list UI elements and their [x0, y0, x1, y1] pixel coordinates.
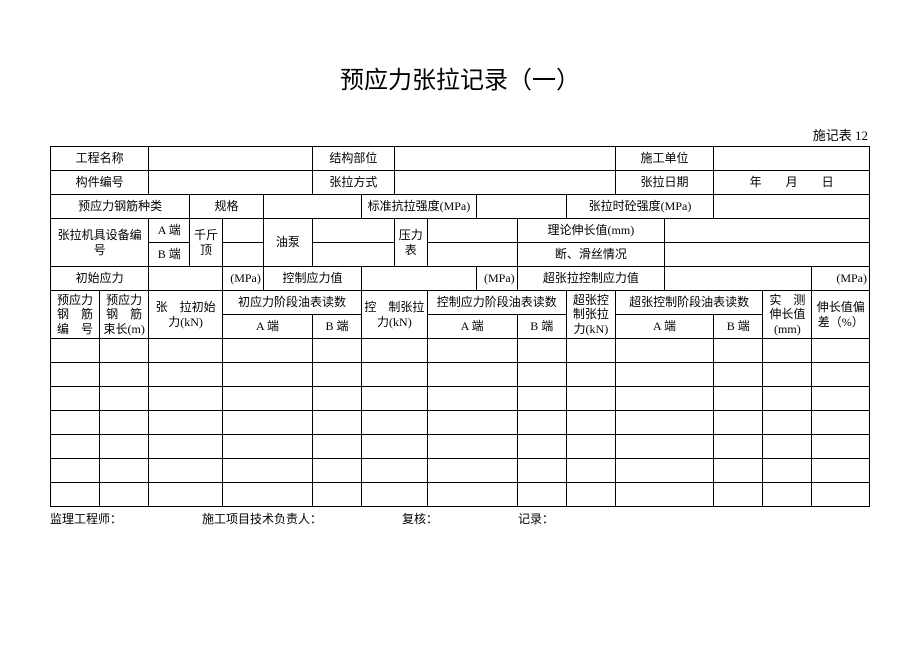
data-row	[51, 411, 870, 435]
label-tension-date: 张拉日期	[615, 171, 713, 195]
sig-supervisor: 监理工程师：	[50, 510, 122, 527]
value-tension-date: 年 月 日	[714, 171, 870, 195]
label-steel-type: 预应力钢筋种类	[51, 195, 190, 219]
value-gauge-a	[427, 219, 517, 243]
label-structure: 结构部位	[313, 147, 395, 171]
label-jack: 千斤顶	[190, 219, 223, 267]
value-construct-unit	[714, 147, 870, 171]
data-row	[51, 339, 870, 363]
footer-signatures: 监理工程师： 施工项目技术负责人： 复核： 记录：	[50, 510, 870, 527]
data-row	[51, 363, 870, 387]
hdr-initial-gauge: 初应力阶段油表读数	[222, 291, 361, 315]
hdr-a2: A 端	[427, 315, 517, 339]
label-component-no: 构件编号	[51, 171, 149, 195]
value-concrete-strength	[714, 195, 870, 219]
data-row	[51, 435, 870, 459]
unit-mpa-2: (MPa)	[476, 267, 517, 291]
value-jack-b	[222, 243, 263, 267]
hdr-over-force: 超张控制张拉力(kN)	[566, 291, 615, 339]
data-header-1: 预应力钢 筋编 号 预应力钢 筋束长(m) 张 拉初始力(kN) 初应力阶段油表…	[51, 291, 870, 315]
value-pump-b	[313, 243, 395, 267]
value-break-slip	[665, 243, 870, 267]
value-initial-stress	[149, 267, 223, 291]
value-pump-a	[313, 219, 395, 243]
label-elongation: 理论伸长值(mm)	[517, 219, 664, 243]
hdr-measured-elong: 实 测伸长值(mm)	[763, 291, 812, 339]
label-equipment-no: 张拉机具设备编号	[51, 219, 149, 267]
unit-mpa-3: (MPa)	[812, 267, 870, 291]
label-tensile-strength: 标准抗拉强度(MPa)	[362, 195, 477, 219]
label-control-stress: 控制应力值	[263, 267, 361, 291]
value-jack-a	[222, 219, 263, 243]
hdr-b2: B 端	[517, 315, 566, 339]
value-gauge-b	[427, 243, 517, 267]
hdr-control-force: 控 制张拉力(kN)	[362, 291, 428, 339]
form-number: 施记表 12	[50, 125, 870, 144]
hdr-b1: B 端	[313, 315, 362, 339]
label-concrete-strength: 张拉时砼强度(MPa)	[566, 195, 713, 219]
hdr-b3: B 端	[714, 315, 763, 339]
sig-recorder: 记录：	[518, 510, 554, 527]
label-gauge: 压力表	[394, 219, 427, 267]
sig-tech-lead: 施工项目技术负责人：	[202, 510, 322, 527]
label-project-name: 工程名称	[51, 147, 149, 171]
hdr-over-gauge: 超张控制阶段油表读数	[615, 291, 762, 315]
hdr-initial-force: 张 拉初始力(kN)	[149, 291, 223, 339]
value-component-no	[149, 171, 313, 195]
value-elongation	[665, 219, 870, 243]
label-spec: 规格	[190, 195, 264, 219]
row-equipment-b: B 端 断、滑丝情况	[51, 243, 870, 267]
label-b-end: B 端	[149, 243, 190, 267]
hdr-steel-no: 预应力钢 筋编 号	[51, 291, 100, 339]
unit-mpa-1: (MPa)	[222, 267, 263, 291]
value-structure	[394, 147, 615, 171]
value-control-stress	[362, 267, 477, 291]
label-over-tension: 超张拉控制应力值	[517, 267, 664, 291]
hdr-a3: A 端	[615, 315, 713, 339]
form-table: 工程名称 结构部位 施工单位 构件编号 张拉方式 张拉日期 年 月 日 预应力钢…	[50, 146, 870, 507]
row-steel-type: 预应力钢筋种类 规格 标准抗拉强度(MPa) 张拉时砼强度(MPa)	[51, 195, 870, 219]
value-over-tension	[665, 267, 812, 291]
row-project: 工程名称 结构部位 施工单位	[51, 147, 870, 171]
row-stress: 初始应力 (MPa) 控制应力值 (MPa) 超张拉控制应力值 (MPa)	[51, 267, 870, 291]
value-spec	[263, 195, 361, 219]
data-row	[51, 459, 870, 483]
label-tension-method: 张拉方式	[313, 171, 395, 195]
row-equipment-a: 张拉机具设备编号 A 端 千斤顶 油泵 压力表 理论伸长值(mm)	[51, 219, 870, 243]
value-tension-method	[394, 171, 615, 195]
hdr-a1: A 端	[222, 315, 312, 339]
hdr-control-gauge: 控制应力阶段油表读数	[427, 291, 566, 315]
hdr-bundle-len: 预应力钢 筋束长(m)	[100, 291, 149, 339]
value-tensile-strength	[476, 195, 566, 219]
label-break-slip: 断、滑丝情况	[517, 243, 664, 267]
page-title: 预应力张拉记录（一）	[50, 60, 870, 95]
data-row	[51, 483, 870, 507]
hdr-elong-dev: 伸长值偏差（%）	[812, 291, 870, 339]
value-project-name	[149, 147, 313, 171]
label-initial-stress: 初始应力	[51, 267, 149, 291]
label-pump: 油泵	[263, 219, 312, 267]
label-construct-unit: 施工单位	[615, 147, 713, 171]
data-row	[51, 387, 870, 411]
label-a-end: A 端	[149, 219, 190, 243]
row-component: 构件编号 张拉方式 张拉日期 年 月 日	[51, 171, 870, 195]
sig-reviewer: 复核：	[402, 510, 438, 527]
